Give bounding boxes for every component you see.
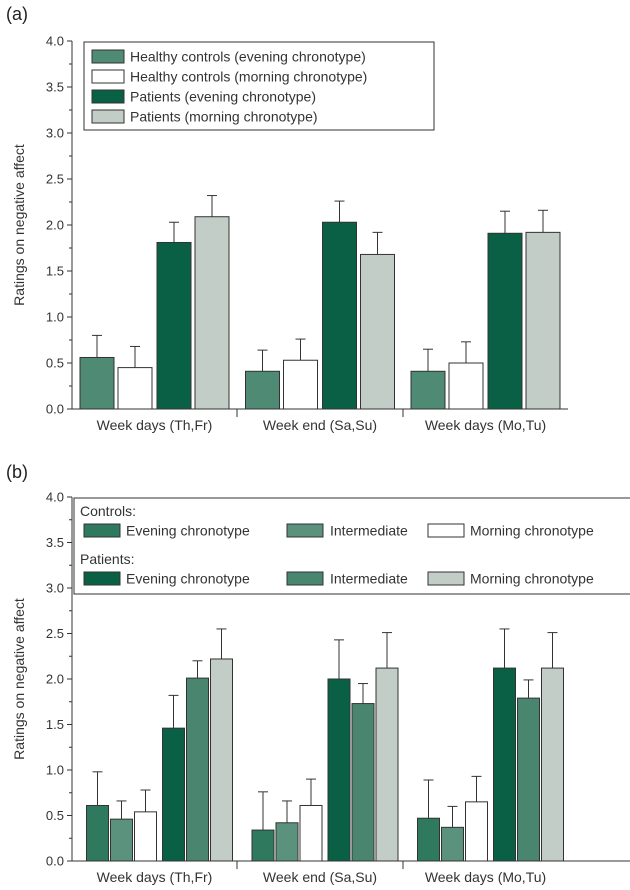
bar — [283, 359, 318, 410]
legend-group-label: Patients: — [80, 551, 134, 567]
y-tick-label: 4.0 — [46, 490, 64, 505]
legend-box — [83, 41, 435, 131]
bar — [465, 801, 488, 862]
y-tick-label: 2.0 — [46, 672, 64, 687]
legend-group-label: Controls: — [80, 503, 136, 519]
y-tick-label: 0.0 — [46, 402, 64, 417]
x-category-label: Week end (Sa,Su) — [263, 869, 377, 885]
legend-label: Morning chronotype — [470, 523, 594, 539]
bar — [410, 370, 446, 410]
legend-label: Patients (morning chronotype) — [130, 109, 318, 125]
bar — [117, 367, 153, 410]
bar — [525, 231, 561, 410]
legend-swatch — [427, 523, 465, 538]
legend-label: Evening chronotype — [126, 571, 250, 587]
bar — [441, 826, 464, 862]
y-tick-label: 1.0 — [46, 763, 64, 778]
bar — [299, 804, 323, 862]
legend-swatch — [286, 571, 324, 586]
bar — [162, 727, 185, 862]
bar — [517, 697, 540, 862]
y-tick-label: 3.0 — [46, 581, 64, 596]
bar — [417, 817, 440, 862]
y-tick-label: 3.5 — [46, 535, 64, 550]
legend-swatch — [91, 109, 125, 124]
panel-b-chart: 0.0 0.5 1.0 1.5 2.0 2.5 3.0 3.5 4.0 Ratings on ne… — [11, 490, 630, 885]
y-tick-label: 0.5 — [46, 356, 64, 371]
bar — [156, 241, 192, 410]
legend-label: Morning chronotype — [470, 571, 594, 587]
x-category-label: Week end (Sa,Su) — [263, 417, 377, 433]
bar — [86, 804, 109, 862]
y-tick-label: 2.0 — [46, 218, 64, 233]
y-tick-label: 2.5 — [46, 626, 64, 641]
legend-label: Intermediate — [330, 571, 408, 587]
y-axis-label: Ratings on negative affect — [11, 598, 27, 760]
legend-label: Evening chronotype — [126, 523, 250, 539]
panel-b-label: (b) — [6, 462, 28, 482]
bar — [251, 829, 275, 862]
panel-a-label: (a) — [6, 4, 28, 24]
bar — [351, 703, 375, 862]
y-tick-label: 1.5 — [46, 717, 64, 732]
bar — [375, 667, 399, 862]
bar — [360, 253, 395, 410]
y-tick-label: 3.5 — [46, 80, 64, 95]
panel-a-chart: 0.0 0.5 1.0 1.5 2.0 2.5 3.0 3.5 4.0 Ratings on ne… — [11, 34, 568, 433]
bar — [487, 232, 523, 410]
legend-box — [73, 497, 630, 595]
bar — [134, 811, 157, 862]
bar — [245, 370, 280, 410]
y-tick-label: 4.0 — [46, 34, 64, 49]
y-tick-label: 3.0 — [46, 126, 64, 141]
legend-label: Healthy controls (evening chronotype) — [130, 49, 366, 65]
legend-label: Healthy controls (morning chronotype) — [130, 69, 367, 85]
y-tick-label: 0.5 — [46, 808, 64, 823]
legend-swatch — [427, 571, 465, 586]
x-category-label: Week days (Mo,Tu) — [425, 869, 546, 885]
bar — [275, 822, 299, 862]
y-tick-label: 1.5 — [46, 264, 64, 279]
bar — [448, 362, 484, 410]
legend-label: Patients (evening chronotype) — [130, 89, 316, 105]
legend-swatch — [83, 571, 121, 586]
y-tick-label: 2.5 — [46, 172, 64, 187]
legend-swatch — [91, 69, 125, 84]
legend-swatch — [91, 89, 125, 104]
legend-swatch — [83, 523, 121, 538]
y-axis-label: Ratings on negative affect — [11, 144, 27, 306]
bar — [327, 678, 351, 862]
legend-swatch — [286, 523, 324, 538]
bar — [493, 667, 516, 862]
bar — [186, 677, 209, 862]
bar — [210, 658, 233, 862]
y-tick-label: 1.0 — [46, 310, 64, 325]
x-category-label: Week days (Mo,Tu) — [425, 417, 546, 433]
bar — [194, 216, 230, 410]
y-tick-label: 0.0 — [46, 854, 64, 869]
x-category-label: Week days (Th,Fr) — [97, 869, 213, 885]
bar — [541, 667, 564, 862]
bar — [79, 356, 115, 410]
legend-swatch — [91, 49, 125, 64]
x-category-label: Week days (Th,Fr) — [97, 417, 213, 433]
legend-label: Intermediate — [330, 523, 408, 539]
bar — [110, 818, 133, 862]
bar — [322, 221, 357, 410]
